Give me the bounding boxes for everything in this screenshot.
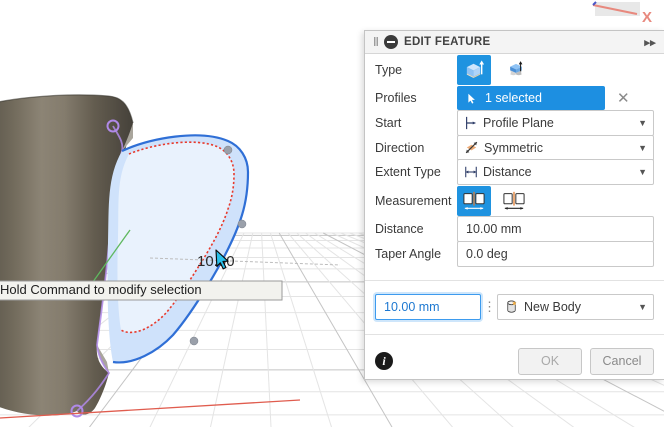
svg-text:Hold Command to modify selecti: Hold Command to modify selection <box>0 282 202 297</box>
svg-text:X: X <box>642 9 652 26</box>
